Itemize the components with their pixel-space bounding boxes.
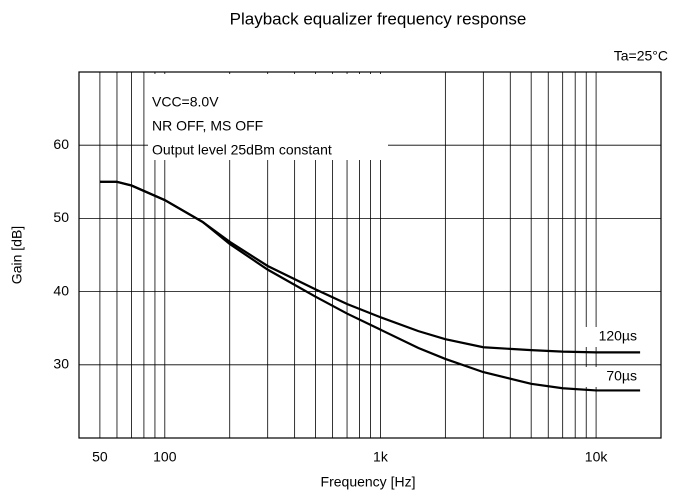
x-tick-label: 1k (373, 449, 389, 465)
legend-label: 70µs (606, 368, 637, 384)
y-tick-label: 40 (53, 282, 69, 298)
line-series (99, 180, 641, 392)
annotation: NR OFF, MS OFF (152, 118, 263, 134)
legend-bg (584, 367, 640, 387)
line-series (99, 180, 641, 354)
x-tick-label: 10k (585, 449, 609, 465)
y-tick-label: 50 (53, 209, 69, 225)
annotation-box (148, 74, 388, 160)
y-tick-label: 30 (53, 356, 69, 372)
legend-bg (584, 327, 640, 347)
x-tick-label: 50 (92, 449, 108, 465)
plot-frame (78, 71, 662, 439)
y-axis-label: Gain [dB] (9, 226, 25, 284)
annotation: Ta=25°C (614, 48, 668, 64)
annotation: Output level 25dBm constant (152, 142, 332, 158)
chart-title: Playback equalizer frequency response (230, 9, 527, 28)
annotation: VCC=8.0V (152, 94, 219, 110)
x-tick-label: 100 (153, 449, 177, 465)
x-axis-label: Frequency [Hz] (321, 474, 416, 490)
legend-label: 120µs (599, 328, 637, 344)
y-tick-label: 60 (53, 136, 69, 152)
